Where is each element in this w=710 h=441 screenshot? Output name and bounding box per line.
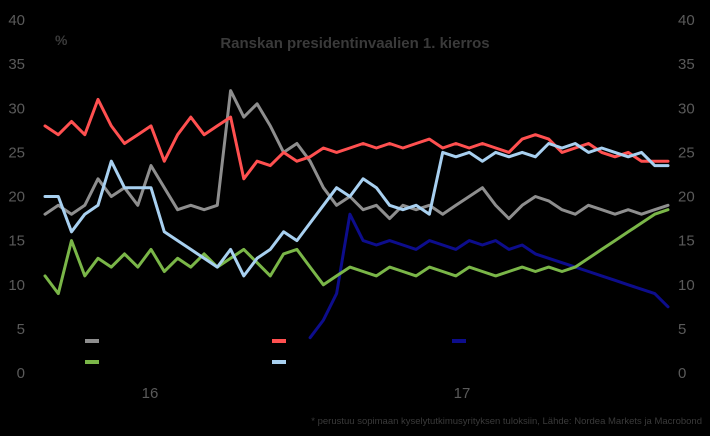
y-tick-label-left: 35 bbox=[8, 56, 25, 73]
y-tick-label-right: 15 bbox=[678, 233, 695, 250]
x-tick-label: 17 bbox=[454, 385, 471, 402]
y-tick-label-left: 30 bbox=[8, 100, 25, 117]
series-line-0 bbox=[43, 89, 670, 221]
legend bbox=[85, 339, 466, 364]
y-tick-label-left: 20 bbox=[8, 189, 25, 206]
series-line-3 bbox=[43, 208, 670, 296]
y-tick-label-left: 5 bbox=[17, 321, 25, 338]
chart-title: Ranskan presidentinvaalien 1. kierros bbox=[220, 35, 489, 52]
y-tick-label-left: 25 bbox=[8, 144, 25, 161]
y-tick-label-right: 40 bbox=[678, 12, 695, 29]
series-line-4 bbox=[43, 142, 670, 278]
y-axis-left: 0 5 10 15 20 25 30 35 40 bbox=[8, 12, 25, 382]
x-tick-label: 16 bbox=[142, 385, 159, 402]
y-tick-label-right: 30 bbox=[678, 100, 695, 117]
series-layer bbox=[43, 89, 670, 340]
y-tick-label-right: 25 bbox=[678, 144, 695, 161]
y-tick-label-right: 5 bbox=[678, 321, 686, 338]
series-line-2 bbox=[308, 212, 670, 340]
series-line-1 bbox=[43, 97, 670, 181]
footnote: * perustuu sopimaan kyselytutkimusyrityk… bbox=[311, 416, 702, 427]
y-tick-label-left: 10 bbox=[8, 277, 25, 294]
y-tick-label-left: 40 bbox=[8, 12, 25, 29]
y-tick-label-right: 10 bbox=[678, 277, 695, 294]
y-axis-unit-label: % bbox=[55, 32, 68, 48]
y-tick-label-left: 0 bbox=[17, 365, 25, 382]
y-tick-label-right: 0 bbox=[678, 365, 686, 382]
x-axis: 16 17 bbox=[142, 385, 471, 402]
y-tick-label-right: 20 bbox=[678, 189, 695, 206]
y-axis-right: 0 5 10 15 20 25 30 35 40 bbox=[678, 12, 695, 382]
y-tick-label-right: 35 bbox=[678, 56, 695, 73]
y-tick-label-left: 15 bbox=[8, 233, 25, 250]
